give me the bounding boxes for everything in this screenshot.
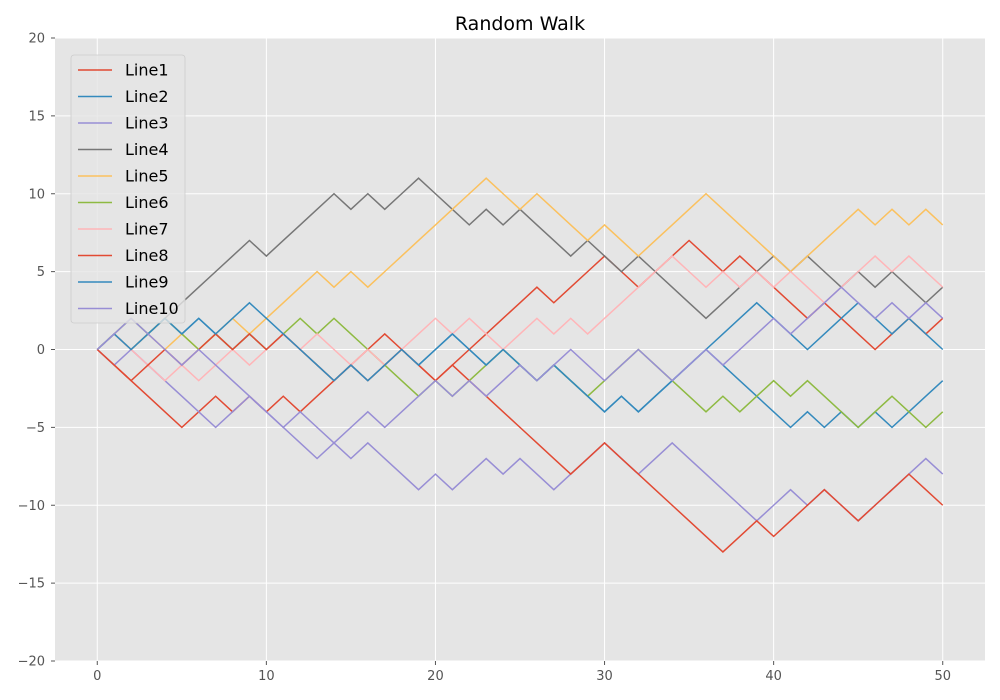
y-tick-label: −20 — [18, 655, 45, 670]
legend-label: Line3 — [125, 114, 169, 133]
series-line-line3 — [96, 348, 944, 522]
legend-label: Line9 — [125, 273, 169, 292]
y-axis: −20 −15 −10 −5 0 5 10 15 20 — [18, 32, 55, 670]
series-line-line7 — [96, 255, 944, 382]
legend-label: Line1 — [125, 61, 169, 80]
legend: Line1 Line2 Line3 Line4 Line5 Line6 Line7 Line8… — [70, 54, 186, 324]
y-tick-label: −15 — [18, 577, 45, 592]
x-tick-label: 40 — [765, 669, 782, 684]
legend-label: Line2 — [125, 87, 169, 106]
series-line-line5 — [96, 177, 944, 351]
legend-label: Line7 — [125, 220, 169, 239]
y-tick-label: −5 — [26, 421, 45, 436]
y-tick-label: 0 — [37, 343, 45, 358]
y-tick-label: 20 — [28, 32, 45, 47]
x-axis: 0 10 20 30 40 50 — [93, 661, 951, 684]
y-tick-label: 10 — [28, 187, 45, 202]
series-line-line10 — [96, 286, 944, 444]
legend-label: Line8 — [125, 246, 169, 265]
legend-label: Line4 — [125, 140, 169, 159]
legend-label: Line6 — [125, 193, 169, 212]
series-line-line8 — [96, 332, 944, 553]
x-tick-label: 50 — [934, 669, 951, 684]
x-tick-label: 0 — [93, 669, 101, 684]
x-tick-label: 20 — [427, 669, 444, 684]
y-tick-label: 5 — [37, 265, 45, 280]
x-tick-label: 30 — [596, 669, 613, 684]
chart-title: Random Walk — [455, 13, 585, 35]
legend-label: Line10 — [125, 299, 179, 318]
x-tick-label: 10 — [258, 669, 275, 684]
y-tick-label: −10 — [18, 499, 45, 514]
series-group — [96, 177, 944, 553]
legend-label: Line5 — [125, 167, 169, 186]
y-tick-label: 15 — [28, 109, 45, 124]
